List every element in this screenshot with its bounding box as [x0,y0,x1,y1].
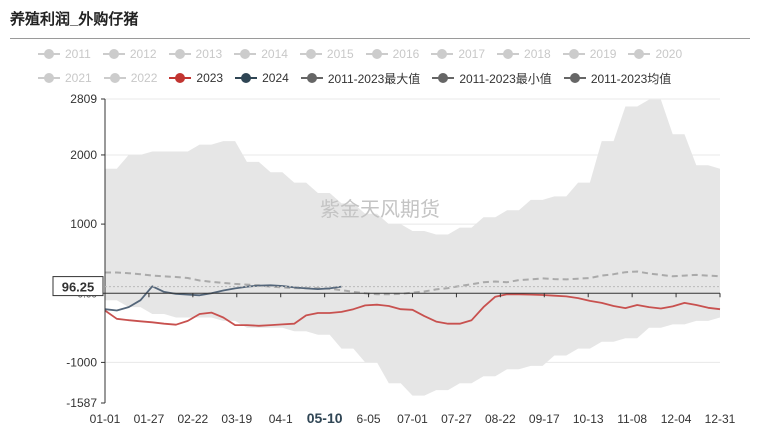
legend-marker-icon [235,72,258,84]
legend-marker-icon [365,48,388,60]
x-tick-label: 6-05 [357,412,381,426]
legend-label: 2011-2023最大值 [327,71,421,86]
legend-label: 2011 [65,47,91,61]
legend-item-2011-2023均值[interactable]: 2011-2023均值 [563,70,672,87]
legend-label: 2023 [196,71,224,85]
legend-label: 2014 [261,47,288,61]
x-tick-label: 01-01 [90,412,121,426]
legend-label: 2020 [655,47,683,61]
legend-marker-icon [299,48,322,60]
legend-marker-icon [234,48,257,60]
x-tick-label: 08-22 [485,412,516,426]
x-tick-label: 03-19 [221,412,252,426]
legend-label: 2019 [589,47,617,61]
y-tick-label: -1587 [66,396,97,410]
x-tick-label: 07-27 [441,412,472,426]
legend-item-2018[interactable]: 2018 [497,47,551,61]
legend-marker-icon [102,48,125,60]
legend-marker-icon [432,72,455,84]
legend-item-2011-2023最小值[interactable]: 2011-2023最小值 [432,70,552,87]
legend-marker-icon [168,48,191,60]
x-tick-label: 12-31 [705,412,736,426]
legend-item-2011[interactable]: 2011 [38,47,91,61]
legend-item-2014[interactable]: 2014 [234,47,288,61]
legend-item-2024[interactable]: 2024 [235,71,289,85]
legend-label: 2015 [326,47,354,61]
legend-label: 2018 [524,47,551,61]
legend-item-2020[interactable]: 2020 [628,47,682,61]
max-min-band [105,99,720,396]
x-tick-label: 07-01 [397,412,428,426]
legend-row: 2021 2022 2023 2024 2011-2023最大值 2011-2023最小值… [38,66,738,90]
legend-item-2013[interactable]: 2013 [168,47,223,61]
legend-label: 2012 [129,47,157,61]
y-tick-label: 2809 [70,92,97,106]
y-tick-label: -1000 [66,355,97,369]
legend-row: 2011 2012 2013 2014 2015 2016 2017 2018 2019 2020 [38,42,738,66]
legend-label: 2021 [65,71,92,85]
watermark: 紫金天风期货 [320,198,440,221]
legend-item-2016[interactable]: 2016 [365,47,420,61]
legend-label: 2016 [392,47,420,61]
x-tick-label: 04-1 [269,412,293,426]
x-tick-label: 05-10 [307,410,343,426]
y-tick-label: 1000 [70,217,97,231]
pointer-value-label: 96.25 [62,280,95,295]
legend-marker-icon [38,48,60,60]
legend-marker-icon [431,48,454,60]
legend-label: 2017 [458,47,486,61]
x-tick-label: 02-22 [178,412,209,426]
title-divider [10,38,750,39]
legend-marker-icon [562,48,585,60]
chart-title: 养殖利润_外购仔猪 [10,11,139,28]
legend-marker-icon [300,72,323,84]
legend-marker-icon [38,72,60,84]
legend-item-2022[interactable]: 2022 [103,71,158,85]
legend-label: 2022 [130,71,158,85]
legend-item-2011-2023最大值[interactable]: 2011-2023最大值 [300,70,421,87]
legend-marker-icon [628,48,651,60]
legend-label: 2013 [195,47,223,61]
legend-item-2015[interactable]: 2015 [299,47,354,61]
legend-item-2017[interactable]: 2017 [431,47,485,61]
legend-marker-icon [103,72,126,84]
mean-line [105,270,721,296]
x-tick-label: 10-13 [573,412,604,426]
legend-marker-icon [563,72,586,84]
x-tick-label: 09-17 [529,412,560,426]
legend-marker-icon [169,72,192,84]
legend-label: 2011-2023均值 [590,71,672,86]
pointer-value-box [52,276,104,297]
legend-item-2012[interactable]: 2012 [102,47,157,61]
legend-item-2019[interactable]: 2019 [562,47,617,61]
legend-marker-icon [497,48,520,60]
x-tick-label: 01-27 [134,412,165,426]
series-2024-line [104,284,342,312]
x-tick-label: 12-04 [661,412,692,426]
series-2023-line [104,293,721,327]
legend-item-2023[interactable]: 2023 [169,71,223,85]
x-tick-label: 11-08 [617,412,647,426]
legend-item-2021[interactable]: 2021 [38,71,92,85]
legend-label: 2011-2023最小值 [459,71,552,86]
chart-legend: 2011 2012 2013 2014 2015 2016 2017 2018 2019 2020… [38,42,738,90]
y-tick-label: 2000 [70,148,97,162]
legend-label: 2024 [262,71,289,85]
